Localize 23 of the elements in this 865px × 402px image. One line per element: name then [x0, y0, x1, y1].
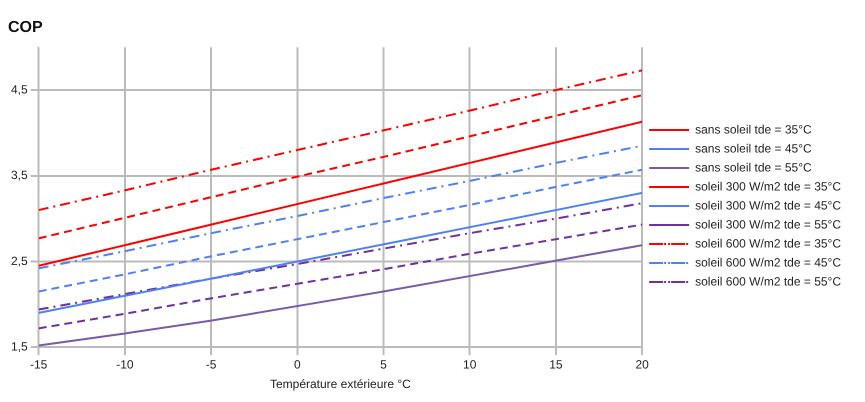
- y-tick-label: 4,5: [10, 82, 28, 96]
- x-tick-label: 5: [380, 358, 388, 372]
- legend-label: soleil 600 W/m2 tde = 55°C: [695, 274, 842, 288]
- x-axis-title: Température extérieure °C: [270, 377, 412, 392]
- y-tick-label: 1,5: [10, 340, 28, 354]
- legend-label: soleil 300 W/m2 tde = 55°C: [695, 217, 842, 232]
- legend-label: sans soleil tde = 35°C: [695, 122, 812, 136]
- legend-label: soleil 600 W/m2 tde = 45°C: [695, 255, 842, 270]
- y-tick-label: 3,5: [10, 168, 28, 182]
- x-tick-label: -5: [206, 358, 217, 372]
- legend-label: soleil 300 W/m2 tde = 45°C: [695, 198, 842, 212]
- x-tick-label: 20: [635, 358, 650, 372]
- y-axis-title: COP: [8, 19, 43, 36]
- legend-label: sans soleil tde = 45°C: [695, 141, 812, 156]
- x-tick-label: 0: [294, 358, 301, 372]
- legend-label: soleil 600 W/m2 tde = 35°C: [695, 236, 842, 250]
- y-tick-label: 2,5: [10, 254, 28, 268]
- legend-label: sans soleil tde = 55°C: [695, 160, 812, 174]
- x-tick-label: -10: [116, 358, 134, 372]
- legend-label: soleil 300 W/m2 tde = 35°C: [695, 179, 842, 194]
- x-tick-label: -15: [30, 358, 48, 372]
- x-tick-label: 10: [463, 358, 477, 372]
- x-tick-label: 15: [549, 358, 563, 372]
